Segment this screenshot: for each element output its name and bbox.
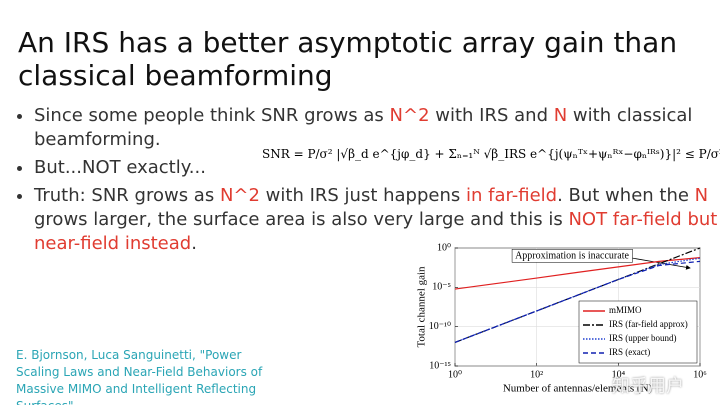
bullet-text: . But when the [557,185,695,206]
x-tick-label: 10² [530,369,543,380]
bullet: Truth: SNR grows as N^2 with IRS just ha… [34,184,720,256]
watermark: 知乎用户 [612,376,684,397]
slide-title: An IRS has a better asymptotic array gai… [18,26,678,92]
bullet-text: in far-field [465,185,558,206]
y-tick-label: 10⁻¹⁵ [429,360,451,371]
bullet: But...NOT exactly... [34,156,720,180]
citation: E. Bjornson, Luca Sanguinetti, "Power Sc… [16,348,263,405]
bullet-text: Since some people think SNR grows as [34,105,390,126]
annotation-box [511,249,633,263]
bullet-text: grows larger, the surface area is also v… [34,209,569,230]
x-tick-label: 10⁶ [693,369,707,380]
x-tick-label: 10⁴ [612,369,626,380]
legend-label: IRS (far-field approx) [609,319,688,329]
series-line [454,257,701,290]
formula: SNR = P/σ² |√β_d e^{jφ_d} + Σₙ₌₁ᴺ √β_IRS… [262,147,720,161]
x-tick-label: 10⁰ [448,369,462,380]
y-tick-label: 10⁻¹⁰ [429,321,451,332]
bullet-text: N [694,185,709,206]
bullet-list: Since some people think SNR grows as N^2… [14,104,720,260]
y-axis-label: Total channel gain [416,266,428,348]
legend-label: mMIMO [609,305,642,315]
bullet-text: But...NOT exactly... [34,157,206,178]
series-line [454,260,701,343]
bullet-text: Truth: SNR grows as [34,185,220,206]
legend-label: IRS (upper bound) [609,333,677,343]
bullet-text: N [553,105,568,126]
annotation: Approximation is inaccurate [515,250,629,261]
bullet-text: with classical beamforming. [34,105,693,150]
bullet-text: . [191,233,197,254]
y-tick-label: 10⁰ [437,242,451,253]
bullet-text: N^2 [219,185,260,206]
bullet-text: N^2 [389,105,430,126]
chart: 10⁰ 10² 10⁴ 10⁶ 10⁻¹⁵ 10⁻¹⁰ 10⁻⁵ 10⁰ Number of a… [416,242,708,395]
x-axis-label: Number of antennas/elements (N) [503,383,653,395]
bullet-text: with IRS just happens [259,185,466,206]
bullet-text: with IRS and [429,105,554,126]
bullet-text: NOT far-field but near-field instead [34,209,718,254]
annotation-arrow [625,256,691,270]
bullet: Since some people think SNR grows as N^2… [34,104,720,152]
legend-label: IRS (exact) [609,347,650,357]
y-tick-label: 10⁻⁵ [432,282,451,293]
